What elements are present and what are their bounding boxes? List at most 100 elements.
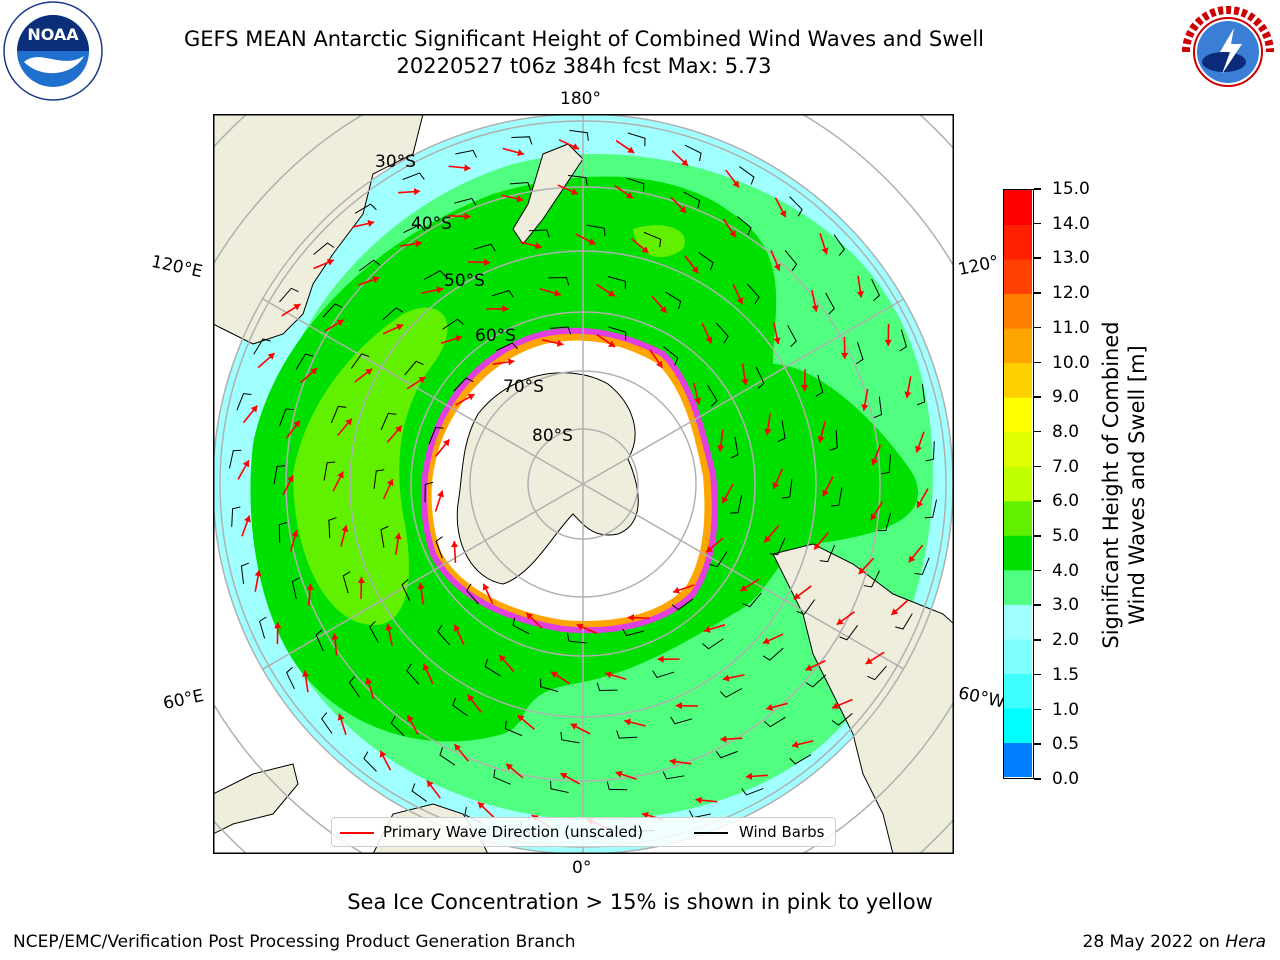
wind-barb: [627, 132, 646, 147]
wave-arrow-head: [732, 180, 739, 188]
wave-arrow-head: [679, 206, 687, 213]
wind-barb: [616, 730, 638, 739]
wave-arrow-head: [694, 397, 702, 405]
wave-arrow-head: [467, 694, 475, 702]
wave-arrow-head: [394, 532, 402, 540]
legend-wave-swatch: [340, 832, 374, 834]
map-svg: 30°S 40°S 50°S 60°S 70°S 80°S: [213, 114, 954, 854]
wind-barb: [452, 697, 468, 717]
wind-barb: [402, 172, 425, 180]
map-legend: Primary Wave Direction (unscaled) Wind B…: [331, 817, 836, 847]
wind-barb: [830, 487, 843, 507]
colorbar-bin: [1004, 397, 1032, 433]
wave-arrow-head: [372, 276, 380, 283]
wind-barb: [330, 405, 347, 424]
wave-arrow-head: [385, 623, 393, 631]
wave-arrow-head: [673, 586, 680, 594]
wind-barb: [528, 229, 550, 238]
subtitle: 20220527 t06z 384h fcst Max: 5.73: [396, 54, 772, 78]
wind-barb: [762, 647, 784, 661]
wind-barb: [796, 599, 816, 615]
colorbar-bin: [1004, 707, 1032, 743]
wind-barb: [509, 182, 532, 191]
wind-barb: [671, 598, 694, 611]
wind-barb: [291, 577, 300, 600]
wind-barb: [709, 551, 728, 568]
wave-arrow-head: [502, 305, 509, 313]
colorbar: [1003, 189, 1034, 779]
wind-barb: [540, 678, 559, 692]
wave-arrow-head: [242, 460, 250, 468]
wind-barb: [493, 769, 511, 785]
footer-credit: NCEP/EMC/Verification Post Processing Pr…: [13, 932, 576, 952]
wind-barb: [755, 366, 765, 389]
wave-arrow-head: [250, 405, 258, 413]
wind-barb: [856, 342, 864, 365]
colorbar-bin: [1004, 190, 1032, 226]
wave-arrow-head: [341, 525, 349, 532]
wave-arrow-head: [741, 378, 749, 386]
wave-arrow-head: [801, 385, 809, 392]
colorbar-bin: [1004, 259, 1032, 295]
wave-arrow-head: [870, 513, 878, 521]
wave-arrow-head: [669, 758, 676, 766]
colorbar-bin: [1004, 535, 1032, 571]
wave-arrow-head: [841, 352, 849, 359]
wave-arrow-head: [560, 773, 568, 780]
wave-arrow-head: [293, 304, 301, 311]
wave-arrow-head: [891, 608, 899, 615]
wind-barb: [736, 215, 752, 236]
colorbar-bin: [1004, 569, 1032, 605]
wave-arrow-head: [379, 750, 387, 758]
wind-barb: [741, 788, 764, 796]
wave-arrow-head: [484, 258, 491, 266]
wind-barb: [569, 129, 589, 141]
colorbar-bin: [1004, 604, 1032, 640]
wave-arrow-head: [817, 436, 825, 443]
wave-arrow-head: [703, 625, 711, 633]
wave-arrow-head: [450, 540, 459, 548]
wind-barb: [719, 688, 742, 698]
wave-arrow-head: [551, 671, 559, 678]
wave-arrow-head: [507, 358, 515, 366]
wave-arrow-head: [625, 191, 633, 199]
lon-label-180: 180°: [560, 89, 601, 109]
wave-arrow-head: [293, 420, 300, 428]
wind-barb: [683, 191, 701, 209]
noaa-logo: NOAA: [2, 0, 104, 102]
wind-barb: [877, 512, 892, 532]
wave-arrow-head: [517, 715, 525, 722]
wind-barb: [916, 383, 926, 406]
wind-barb: [596, 682, 618, 691]
wave-arrow-head: [454, 744, 462, 752]
wind-barb: [369, 620, 379, 643]
wind-barb: [924, 499, 938, 519]
wave-arrow-head: [254, 570, 262, 577]
svg-text:NOAA: NOAA: [27, 25, 79, 44]
footer-date-text: 28 May 2022 on: [1082, 932, 1226, 952]
lat-label-60s: 60°S: [475, 326, 516, 346]
wind-barb: [437, 624, 451, 646]
wind-barb: [455, 149, 478, 158]
wind-barb: [715, 322, 729, 344]
footer-host: Hera: [1225, 932, 1266, 952]
wind-barb: [295, 353, 314, 370]
lon-label-120e: 120°E: [149, 251, 205, 283]
wind-barb: [466, 583, 479, 605]
wind-barb: [380, 525, 389, 548]
wind-barb: [404, 360, 424, 376]
wind-barb: [815, 374, 824, 397]
wind-barb: [236, 393, 252, 411]
lat-label-50s: 50°S: [444, 271, 485, 291]
lat-label-80s: 80°S: [532, 426, 573, 446]
wind-barb: [439, 747, 456, 766]
wind-barb: [662, 771, 685, 780]
wind-barb: [411, 783, 427, 802]
wave-arrow-head: [499, 655, 507, 663]
wind-barb: [495, 342, 518, 352]
land-australia: [213, 114, 424, 345]
wave-arrow-head: [904, 391, 912, 398]
wave-arrow-head: [811, 305, 819, 312]
colorbar-bin: [1004, 673, 1032, 709]
colorbar-bin: [1004, 224, 1032, 260]
